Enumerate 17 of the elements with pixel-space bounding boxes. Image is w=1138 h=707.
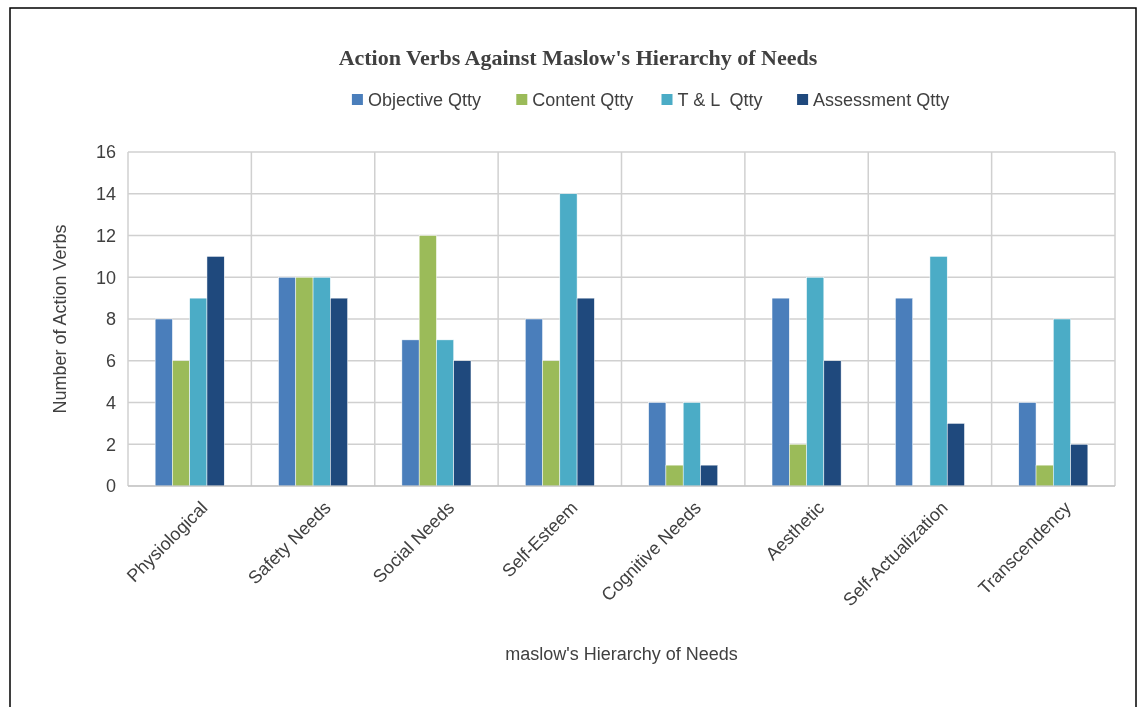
y-tick-label: 2 xyxy=(105,434,116,455)
legend-label: T & L Qtty xyxy=(677,90,763,111)
y-tick-label: 4 xyxy=(105,392,116,413)
legend-label: Content Qtty xyxy=(532,90,634,111)
y-tick-label: 12 xyxy=(95,225,116,246)
y-tick-label: 14 xyxy=(95,184,116,205)
bar xyxy=(895,297,913,487)
y-tick-label: 10 xyxy=(95,267,116,288)
y-tick-label: 16 xyxy=(95,142,116,163)
y-tick-label: 6 xyxy=(105,351,116,372)
y-tick-label: 0 xyxy=(105,476,116,497)
x-axis-title: maslow's Hierarchy of Needs xyxy=(505,644,738,664)
chart-title: Action Verbs Against Maslow's Hierarchy of Needs xyxy=(338,45,818,70)
y-tick-label: 8 xyxy=(105,309,116,330)
legend-label: Objective Qtty xyxy=(367,90,481,111)
y-axis-title: Number of Action Verbs xyxy=(50,224,70,414)
legend-label: Assessment Qtty xyxy=(813,90,950,111)
